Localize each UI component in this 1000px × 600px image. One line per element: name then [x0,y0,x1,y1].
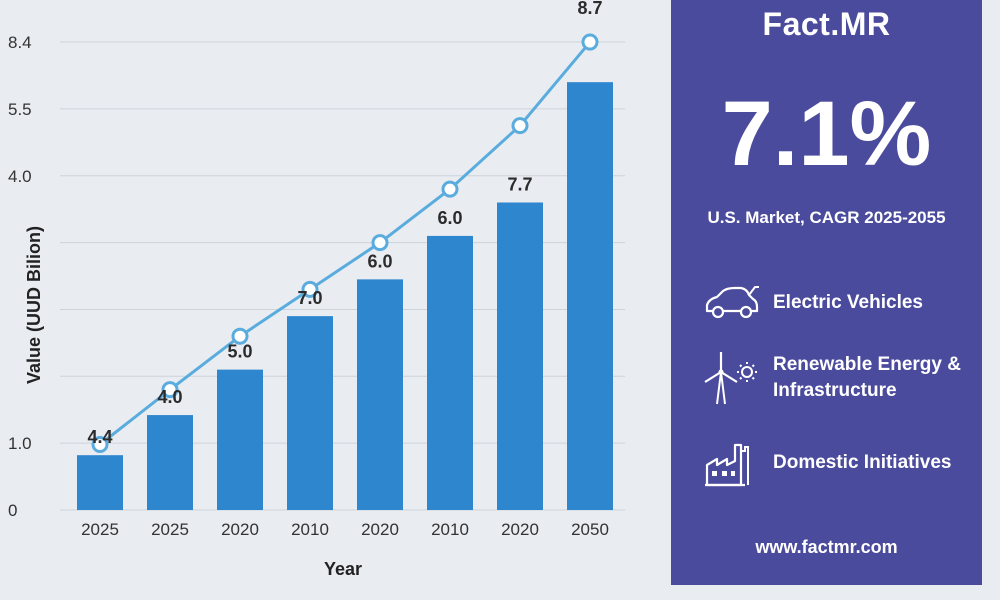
line-point [91,435,109,453]
feature-label: Electric Vehicles [773,292,923,314]
data-label: 8.7 [577,0,602,18]
feature-label: Renewable Energy & Infrastructure [773,354,961,401]
line-point [511,117,529,135]
bar [147,415,193,510]
line-point [581,33,599,51]
wind-turbine-sun-icon [704,352,757,405]
bar [217,369,263,510]
chart-area: 0 1.0 4.0 5.5 8.4 2025 2025 2020 2010 2020 2010 202… [8,0,625,579]
data-label: 7.0 [297,288,322,308]
website-link[interactable]: www.factmr.com [755,537,898,557]
y-tick-label: 1.0 [8,434,32,453]
x-tick-label: 2050 [571,520,609,539]
y-axis-title: Value (UUD Bilion) [24,226,44,384]
x-tick-label: 2020 [501,520,539,539]
y-tick-label: 0 [8,501,17,520]
feature-label: Domestic Initiatives [773,452,952,474]
x-tick-label: 2025 [81,520,119,539]
brand-logo: Fact.MR [762,6,891,42]
car-icon [705,286,759,319]
cagr-caption: U.S. Market, CAGR 2025-2055 [707,208,946,227]
bar [287,316,333,510]
y-tick-label: 5.5 [8,100,32,119]
x-tick-label: 2020 [361,520,399,539]
x-axis-title: Year [324,559,362,579]
feature-renewable-energy: Renewable Energy & Infrastructure [701,350,981,406]
data-label: 6.0 [437,208,462,228]
data-label: 4.4 [87,427,112,447]
x-tick-label: 2010 [431,520,469,539]
y-tick-label: 8.4 [8,33,32,52]
y-tick-label: 4.0 [8,167,32,186]
series-line [99,41,592,446]
data-label: 5.0 [227,342,252,362]
data-label: 6.0 [367,251,392,271]
x-tick-label: 2025 [151,520,189,539]
side-panel: Fact.MR 7.1% U.S. Market, CAGR 2025-2055… [671,0,982,585]
data-label: 7.7 [507,174,532,194]
line-point [441,180,459,198]
bar [427,235,473,511]
x-tick-label: 2010 [291,520,329,539]
bar [357,279,403,510]
line-point [371,234,389,252]
bar [567,82,613,511]
cagr-value: 7.1% [721,83,932,185]
x-tick-label: 2020 [221,520,259,539]
factory-icon [705,443,749,487]
line-point [301,280,319,298]
line-point [231,327,249,345]
bar [497,202,543,510]
bar [77,455,123,510]
data-label: 4.0 [157,387,182,407]
bar-line-chart: 0 1.0 4.0 5.5 8.4 2025 2025 2020 2010 2020 2010 202… [8,0,625,579]
line-point [161,381,179,399]
feature-domestic-initiatives: Domestic Initiatives [701,435,981,491]
feature-electric-vehicles: Electric Vehicles [701,275,981,331]
